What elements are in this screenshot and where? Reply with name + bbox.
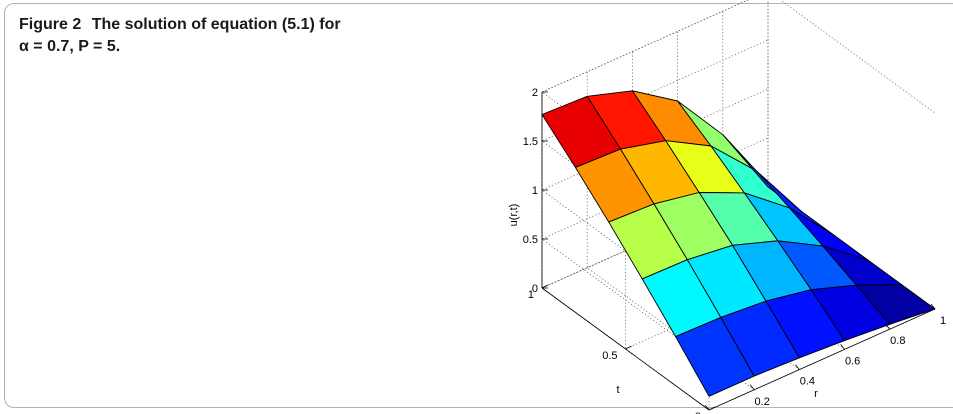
z-tick-label: 0 <box>532 283 538 295</box>
x-tick-label: 0.8 <box>890 335 905 347</box>
y-tick <box>708 406 716 411</box>
figure-caption: Figure 2 The solution of equation (5.1) … <box>19 14 419 58</box>
y-tick-label: 0.5 <box>602 350 617 362</box>
figure-frame <box>4 3 953 408</box>
z-tick-label: 2 <box>532 87 538 99</box>
caption-text-line2: α = 0.7, P = 5. <box>19 38 121 55</box>
z-tick-label: 0.5 <box>523 234 538 246</box>
grid-line <box>541 137 769 362</box>
axis-layer: 00.511.5200.20.40.60.8100.51 <box>523 87 946 414</box>
y-tick-label: 1 <box>528 289 534 301</box>
x-tick <box>930 303 936 310</box>
x-tick <box>840 344 845 350</box>
x-tick-label: 1 <box>940 315 946 327</box>
surface-patch <box>855 284 936 325</box>
y-tick <box>625 345 632 350</box>
x-axis-line <box>708 308 936 411</box>
z-tick-label: 1.5 <box>523 136 538 148</box>
z-tick-label: 1 <box>532 185 538 197</box>
z-axis-label: u(r,t) <box>508 204 520 227</box>
surface-layer <box>541 90 936 397</box>
x-tick <box>795 364 800 370</box>
y-axis-label: t <box>616 384 619 396</box>
x-axis-label: r <box>814 388 818 400</box>
x-tick <box>749 384 755 391</box>
x-tick <box>704 404 710 411</box>
x-tick-label: 0.6 <box>845 355 860 367</box>
y-tick <box>541 284 549 289</box>
y-tick-label: 0 <box>695 411 701 414</box>
x-tick <box>885 323 891 330</box>
figure-label: Figure 2 <box>19 16 82 33</box>
x-tick-label: 0.2 <box>755 396 770 408</box>
caption-text-line1: The solution of equation (5.1) for <box>91 16 341 33</box>
x-tick-label: 0.4 <box>800 376 815 388</box>
